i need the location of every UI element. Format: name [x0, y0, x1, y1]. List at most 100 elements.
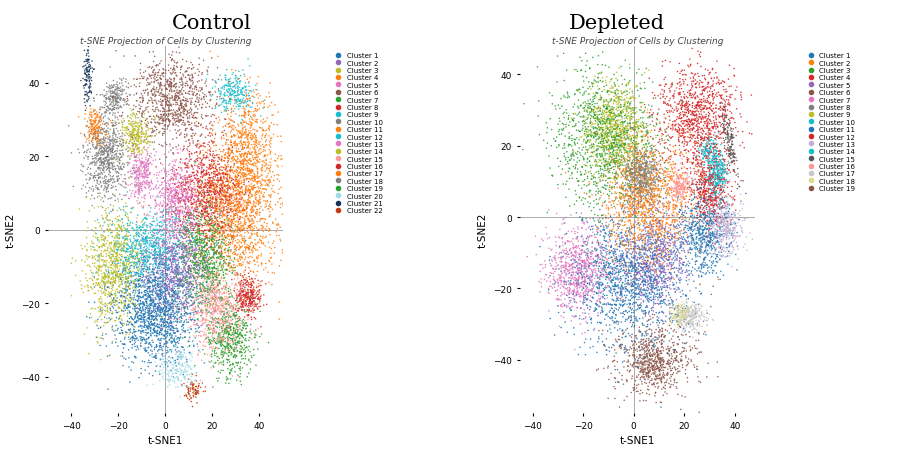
Point	[644, 202, 659, 209]
Point	[712, 249, 726, 256]
Point	[555, 239, 570, 246]
Point	[227, 119, 241, 126]
Point	[668, 289, 682, 296]
Point	[143, 285, 157, 292]
Point	[228, 364, 242, 371]
Point	[622, 198, 636, 206]
Point	[679, 353, 693, 360]
Point	[551, 262, 565, 269]
Point	[249, 201, 264, 208]
Point	[105, 220, 120, 227]
Point	[689, 258, 704, 265]
Point	[177, 245, 192, 252]
Point	[573, 169, 588, 176]
Point	[626, 283, 640, 290]
Point	[149, 254, 164, 261]
Point	[725, 216, 740, 224]
Point	[217, 188, 231, 195]
Point	[706, 184, 721, 191]
Point	[216, 348, 230, 355]
Point	[142, 170, 157, 177]
Point	[230, 156, 245, 164]
Point	[228, 282, 242, 290]
Point	[81, 56, 95, 64]
Point	[680, 210, 694, 217]
Point	[158, 109, 172, 116]
Point	[171, 179, 185, 187]
Point	[719, 239, 733, 247]
Point	[171, 93, 185, 101]
Point	[681, 116, 696, 124]
Point	[173, 350, 187, 357]
Point	[660, 263, 674, 270]
Point	[629, 152, 643, 159]
Point	[190, 156, 204, 163]
Point	[648, 300, 662, 308]
Point	[618, 142, 633, 149]
Point	[142, 143, 157, 150]
Point	[191, 296, 205, 303]
Point	[569, 67, 583, 74]
Point	[541, 285, 555, 292]
Point	[207, 264, 221, 272]
Point	[174, 311, 188, 318]
Point	[698, 147, 713, 154]
Point	[199, 184, 213, 192]
Point	[126, 128, 140, 135]
Point	[102, 171, 116, 179]
Point	[585, 273, 599, 280]
Point	[75, 285, 89, 293]
Point	[227, 133, 241, 141]
Point	[223, 304, 238, 311]
Point	[194, 213, 209, 220]
Point	[638, 272, 652, 280]
Point	[246, 117, 260, 124]
Point	[582, 223, 597, 230]
Point	[682, 321, 697, 328]
Point	[706, 67, 720, 74]
Point	[554, 265, 569, 272]
Point	[200, 171, 214, 179]
Point	[703, 199, 717, 207]
Point	[616, 200, 631, 207]
Point	[108, 277, 122, 285]
Point	[148, 277, 163, 285]
Point	[679, 190, 693, 197]
Point	[80, 228, 94, 235]
Point	[115, 251, 130, 258]
Point	[634, 338, 648, 345]
Point	[615, 122, 629, 129]
Point	[648, 186, 662, 193]
Point	[131, 175, 146, 182]
Point	[128, 337, 142, 344]
Point	[206, 305, 220, 312]
Point	[156, 93, 170, 101]
Point	[650, 361, 664, 368]
Point	[88, 160, 103, 167]
Point	[166, 195, 181, 202]
Point	[232, 85, 247, 92]
Point	[238, 191, 253, 198]
Point	[612, 231, 626, 239]
Point	[628, 219, 643, 226]
Point	[568, 346, 582, 354]
Point	[189, 85, 203, 92]
Point	[160, 95, 175, 102]
Point	[216, 198, 230, 205]
Point	[118, 302, 132, 309]
Point	[655, 268, 670, 276]
Point	[720, 140, 734, 147]
Point	[130, 180, 144, 187]
Point	[634, 134, 649, 142]
Point	[575, 275, 590, 282]
Point	[167, 335, 182, 342]
Point	[91, 133, 105, 140]
Point	[159, 222, 174, 229]
Point	[148, 244, 162, 251]
Point	[634, 338, 649, 345]
Point	[126, 171, 140, 179]
Point	[90, 318, 104, 326]
Point	[230, 215, 245, 222]
Point	[645, 281, 660, 288]
Point	[230, 80, 245, 87]
